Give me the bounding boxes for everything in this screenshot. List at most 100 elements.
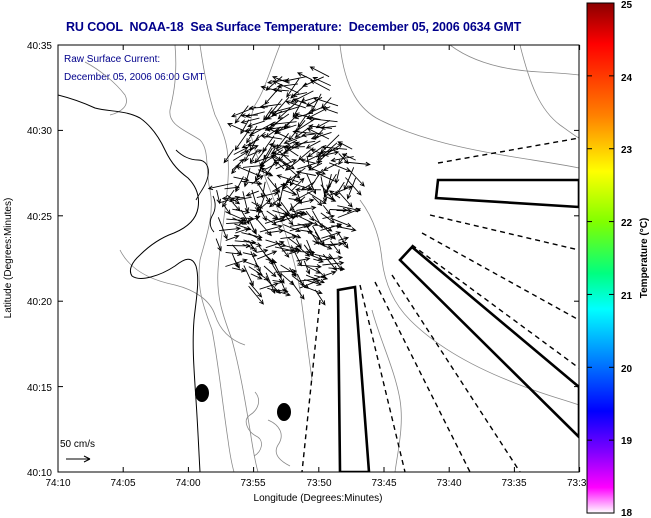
current-vector [289, 196, 306, 212]
current-vector [260, 181, 266, 199]
current-vector [247, 131, 266, 147]
current-vector [259, 103, 282, 109]
current-vector [256, 191, 279, 199]
bay-shoreline [175, 149, 209, 201]
current-vector [306, 191, 327, 205]
current-vector [226, 194, 241, 205]
current-vector [336, 226, 357, 232]
contour-line [245, 391, 262, 457]
current-vector [248, 285, 264, 305]
x-tick-label: 74:00 [175, 478, 200, 489]
current-vector [272, 145, 292, 163]
current-vector [306, 153, 322, 162]
barrier-spit [209, 195, 216, 233]
current-vector [270, 155, 291, 168]
contour-line [359, 199, 579, 406]
current-vector [320, 125, 337, 130]
current-vector [309, 79, 331, 91]
current-vector [296, 238, 302, 249]
contour-line [169, 45, 235, 472]
current-vector [242, 163, 265, 169]
current-vector [320, 176, 328, 203]
current-vector [241, 216, 255, 221]
transect-line [411, 244, 579, 369]
current-vector [271, 87, 290, 93]
current-vector [257, 250, 278, 260]
colorbar-label: Temperature (°C) [639, 218, 650, 299]
current-vector [306, 127, 330, 140]
current-vector [322, 107, 338, 114]
current-vector [251, 174, 264, 185]
y-tick-label: 40:15 [27, 383, 52, 394]
transect-lines [301, 137, 579, 472]
current-vector [241, 232, 263, 239]
current-vector [276, 174, 299, 183]
contour-line [119, 249, 246, 346]
current-vector [323, 195, 337, 202]
map-content: 50 cm/s [58, 45, 579, 472]
current-vector [334, 169, 340, 184]
current-vector [346, 167, 365, 187]
current-vector [269, 121, 297, 127]
current-vector [301, 132, 324, 138]
current-vector [263, 107, 273, 121]
contour-line [84, 61, 127, 116]
x-tick-label: 73:35 [501, 478, 526, 489]
transect-line [374, 281, 471, 472]
current-vector [266, 210, 279, 220]
axis-ticks [57, 44, 581, 473]
current-vector [299, 277, 318, 282]
current-vector [282, 145, 299, 157]
current-vector [328, 266, 346, 272]
current-vector [248, 105, 268, 111]
current-vector [289, 267, 297, 278]
current-vector [295, 187, 322, 193]
current-vector [243, 239, 262, 247]
current-vector [273, 215, 297, 224]
current-vector [308, 162, 323, 171]
current-vector [225, 251, 243, 257]
current-vector [294, 140, 316, 147]
current-vector [296, 205, 317, 211]
current-vector [246, 125, 258, 144]
current-vector [294, 112, 321, 121]
current-vector [291, 177, 305, 192]
colorbar-tick-label: 19 [621, 436, 633, 447]
current-vector [290, 203, 298, 219]
current-vector [260, 85, 283, 93]
current-vector [344, 161, 371, 167]
current-vector [266, 110, 283, 120]
current-vector [245, 190, 259, 197]
current-vector [249, 282, 263, 298]
current-vector [283, 134, 306, 145]
current-vector [293, 112, 314, 120]
current-vector [215, 238, 222, 252]
current-vector [322, 254, 338, 272]
current-vector [251, 201, 264, 209]
zone-outline-south [336, 285, 371, 472]
current-vector [321, 231, 342, 239]
colorbar-ticks [587, 2, 614, 514]
current-vector [259, 224, 283, 233]
current-vector [283, 224, 301, 233]
current-vector [231, 106, 257, 118]
zone-outline-north [434, 178, 579, 209]
current-vector [219, 195, 241, 204]
current-vector [240, 117, 260, 124]
colorbar-tick-label: 24 [621, 73, 633, 84]
current-vector [312, 77, 331, 87]
transect-line [391, 274, 521, 472]
current-vector [233, 147, 249, 155]
current-vector [265, 127, 292, 140]
current-vector [322, 143, 343, 158]
current-vector [328, 190, 341, 199]
current-vector [272, 288, 289, 294]
current-vector [248, 149, 263, 157]
current-vector [300, 158, 315, 164]
current-vector [233, 176, 250, 182]
current-vector [267, 287, 291, 297]
current-vector [223, 149, 234, 164]
current-vector [277, 100, 299, 120]
current-vector [329, 162, 352, 173]
